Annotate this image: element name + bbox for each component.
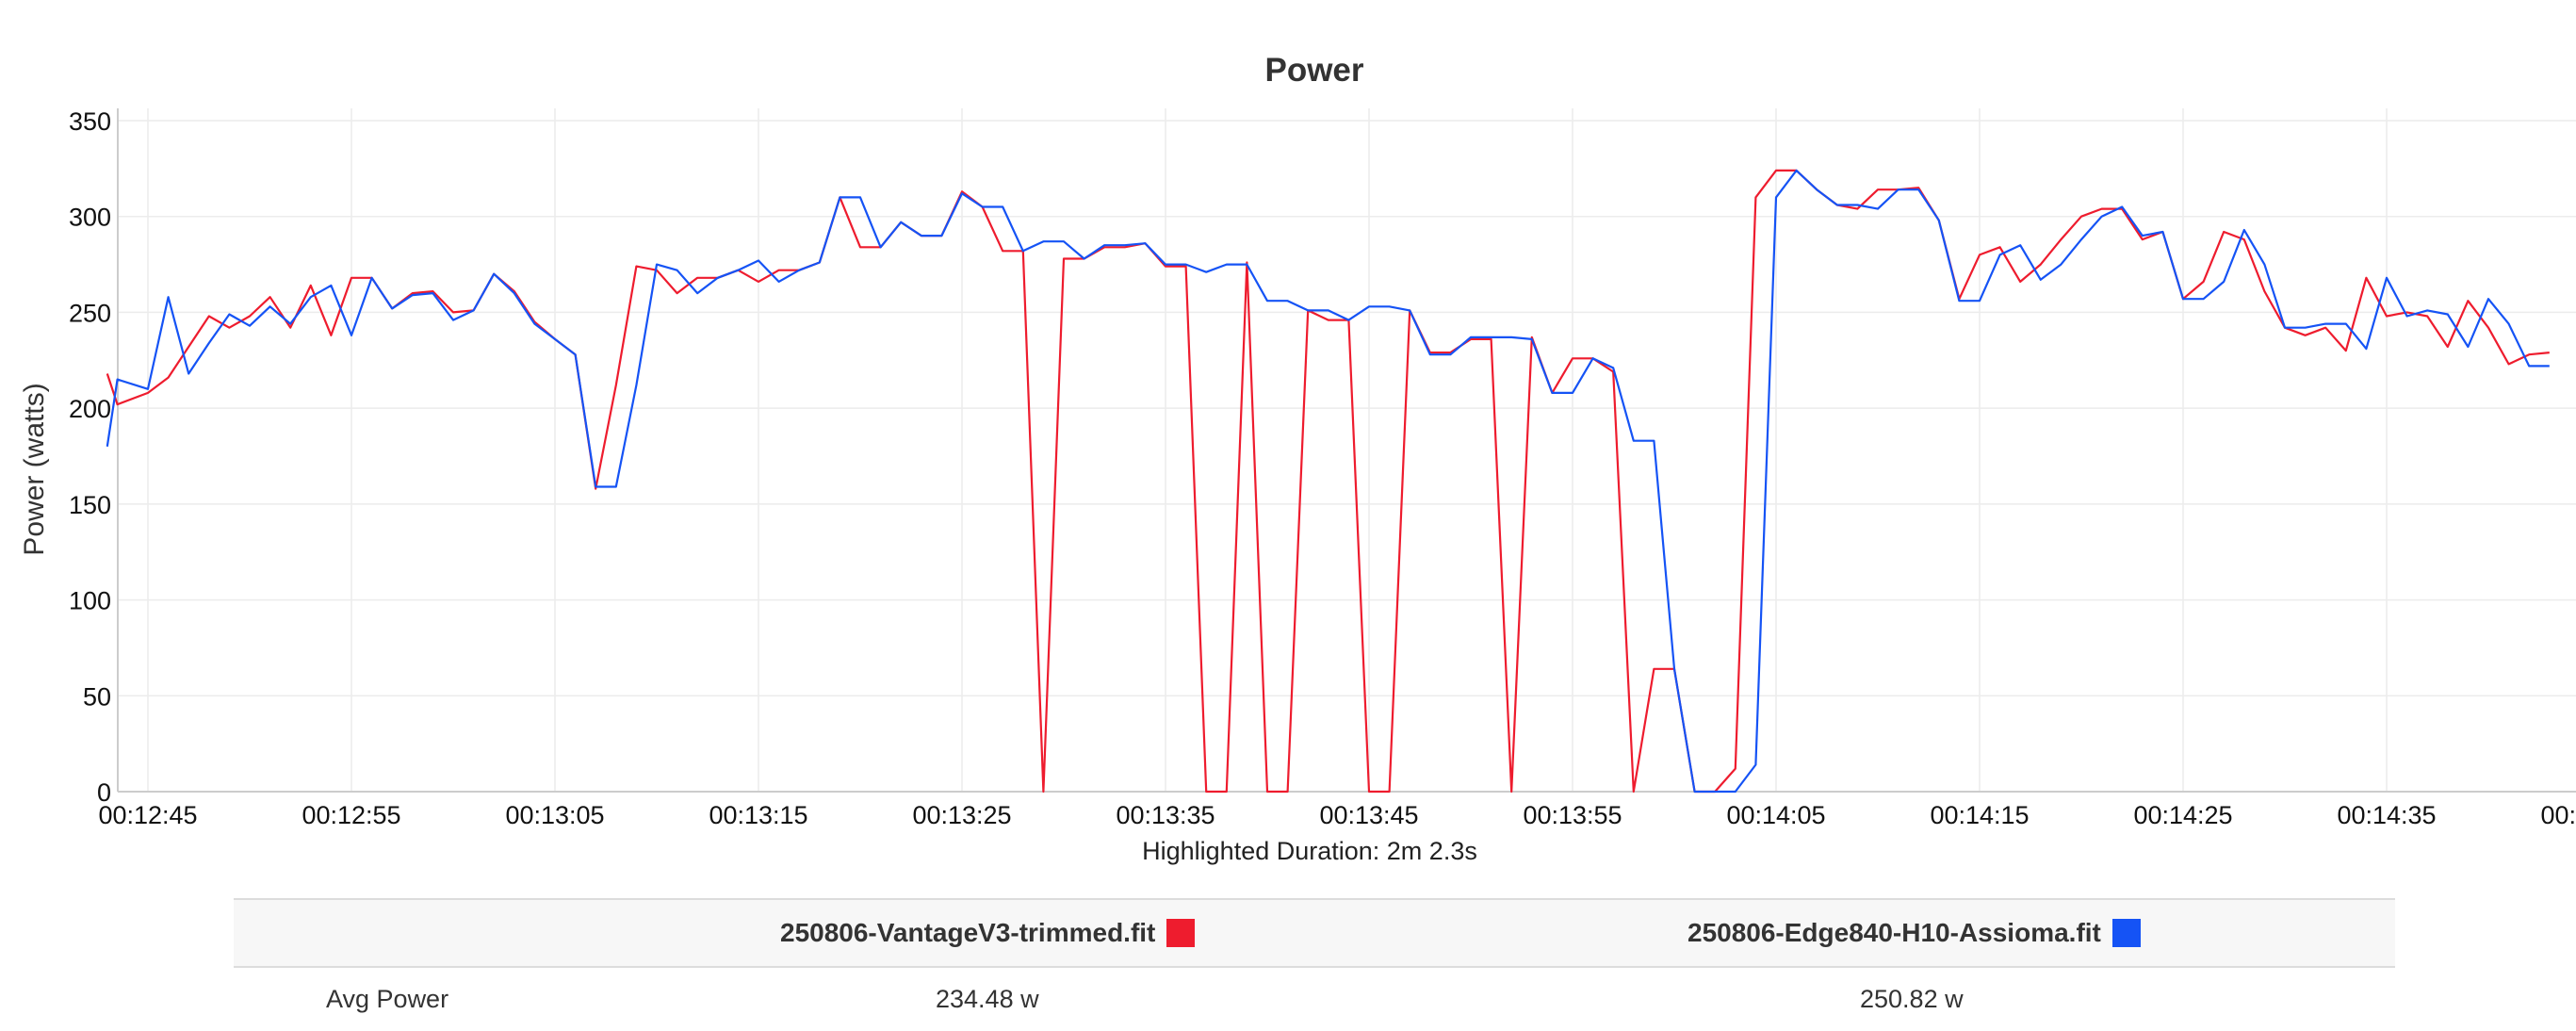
x-tick-label: 00:14:35 [2337,801,2436,829]
x-axis: 00:12:45 00:12:55 00:13:05 00:13:15 00:13:25… [98,791,2576,829]
y-tick-label: 100 [69,587,111,615]
x-tick-label: 00:12:55 [302,801,400,829]
chart-title: Power [1264,52,1363,89]
file-header-vantage: 250806-VantageV3-trimmed.fit [780,900,1196,966]
x-tick-label: 00:12:45 [98,801,197,829]
summary-header: 250806-VantageV3-trimmed.fit 250806-Edge… [234,898,2395,968]
y-tick-label: 350 [69,107,111,136]
y-axis-label: Power (watts) [19,383,50,555]
row-label: Avg Power [326,985,449,1013]
series-line-vantage [106,169,2550,794]
file-name: 250806-Edge840-H10-Assioma.fit [1687,918,2101,947]
x-tick-label: 00:14:05 [1726,801,1825,829]
red-color-swatch [1166,919,1196,947]
y-tick-label: 150 [69,491,111,519]
y-tick-label: 200 [69,395,111,423]
blue-color-swatch [2111,919,2141,947]
y-axis: 0 50 100 150 200 250 300 350 [69,107,119,807]
y-tick-label: 0 [97,778,111,807]
file-header-edge840: 250806-Edge840-H10-Assioma.fit [1687,900,2141,966]
avg-power-vantage: 234.48 w [936,985,1039,1013]
highlighted-duration-label: Highlighted Duration: 2m 2.3s [1142,837,1477,865]
file-name: 250806-VantageV3-trimmed.fit [780,918,1156,947]
x-tick-label: 00:13:55 [1523,801,1622,829]
x-tick-label: 00:14:25 [2133,801,2232,829]
summary-table: 250806-VantageV3-trimmed.fit 250806-Edge… [234,898,2395,1031]
series-line-edge840 [106,169,2550,794]
y-tick-label: 300 [69,204,111,232]
x-tick-label: 00:13:25 [912,801,1011,829]
x-tick-label: 00:14:15 [1930,801,2029,829]
x-tick-label: 00:13:45 [1319,801,1418,829]
y-tick-label: 250 [69,299,111,327]
avg-power-row: Avg Power 234.48 w 250.82 w [234,968,2395,1031]
x-tick-label: 00:14:45 [2540,801,2576,829]
chart-series [106,169,2550,794]
y-tick-label: 50 [83,682,111,711]
x-tick-label: 00:13:15 [709,801,807,829]
chart-gridlines [118,108,2576,793]
x-tick-label: 00:13:05 [505,801,604,829]
x-tick-label: 00:13:35 [1116,801,1215,829]
avg-power-edge840: 250.82 w [1860,985,1964,1013]
